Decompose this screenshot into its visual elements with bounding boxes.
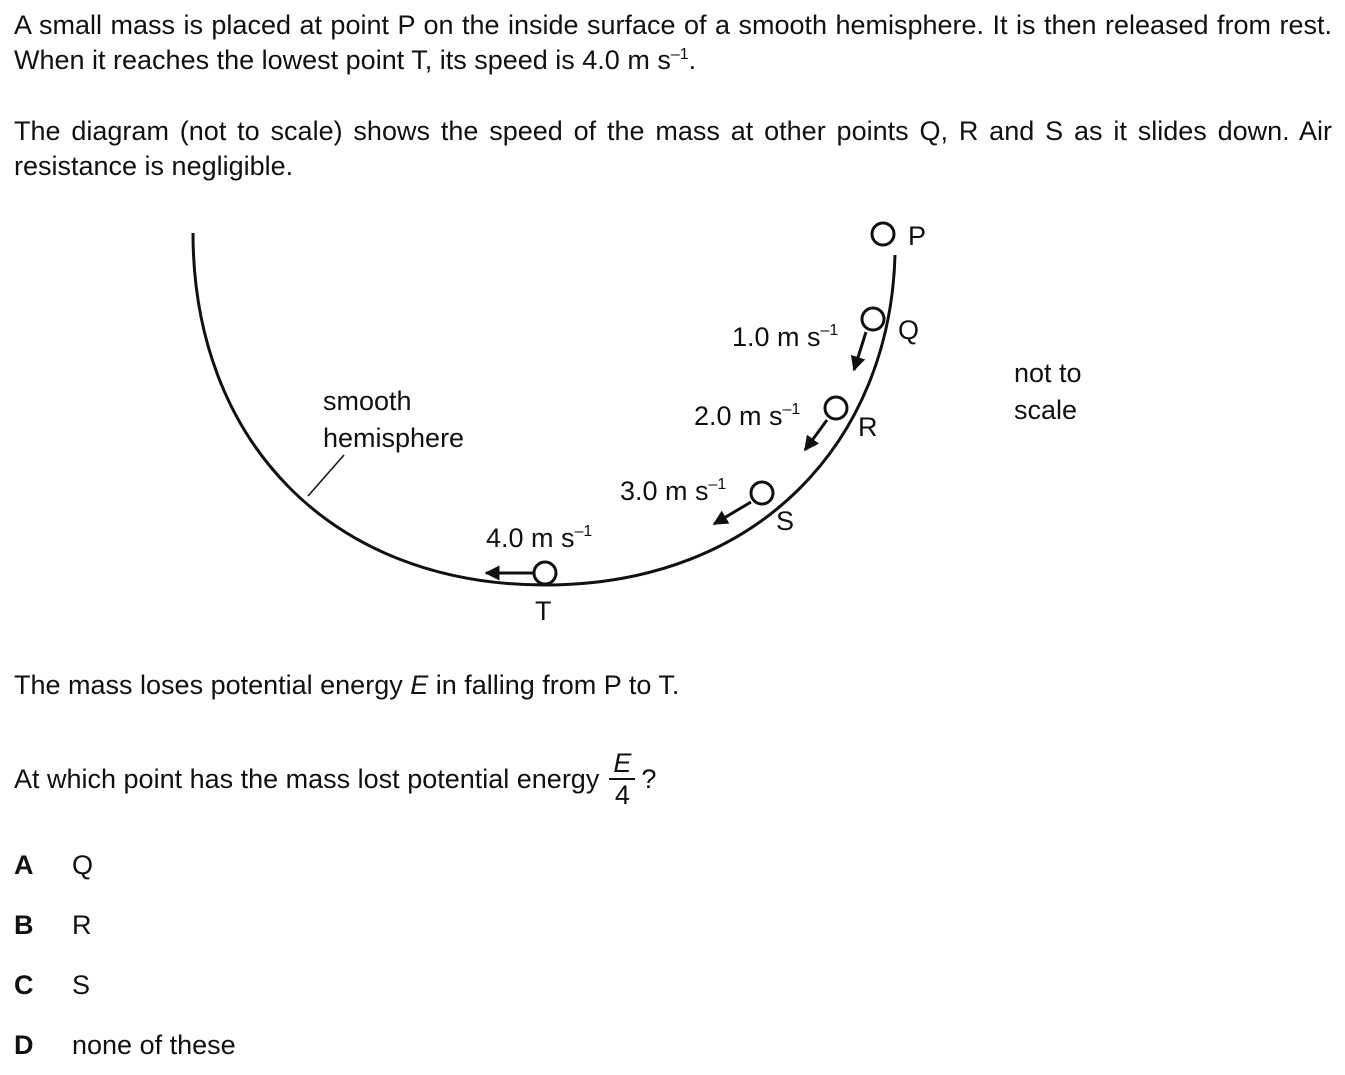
surface-label-line1: smooth <box>323 386 412 416</box>
mass-at-t <box>532 560 558 586</box>
mass-at-p <box>870 221 896 247</box>
energy-statement: The mass loses potential energy E in fal… <box>14 670 680 700</box>
mass-at-r <box>823 395 849 421</box>
point-label-r: R <box>858 412 878 442</box>
velocity-arrow-r <box>803 419 829 452</box>
speed-label-q: 1.0 m s–1 <box>732 322 838 352</box>
velocity-arrow-s <box>712 500 752 526</box>
mass-at-q <box>860 306 886 332</box>
diagram-description: The diagram (not to scale) shows the spe… <box>14 116 1332 181</box>
question-text: At which point has the mass lost potenti… <box>14 748 657 810</box>
intro-paragraph: A small mass is placed at point P on the… <box>14 10 1332 75</box>
point-label-p: P <box>908 221 926 251</box>
mass-at-s <box>749 480 775 506</box>
velocity-arrow-q <box>850 331 868 372</box>
point-label-s: S <box>776 506 794 536</box>
speed-label-t: 4.0 m s–1 <box>486 523 592 553</box>
speed-label-r: 2.0 m s–1 <box>694 401 800 431</box>
point-label-t: T <box>535 596 552 626</box>
surface-label-line2: hemisphere <box>323 423 464 453</box>
point-label-q: Q <box>898 315 919 345</box>
speed-label-s: 3.0 m s–1 <box>620 476 726 506</box>
scale-note-line2: scale <box>1014 395 1077 425</box>
fraction-e-over-4: E 4 <box>609 748 636 810</box>
scale-note-line1: not to <box>1014 358 1082 388</box>
surface-label-leader <box>307 454 345 497</box>
